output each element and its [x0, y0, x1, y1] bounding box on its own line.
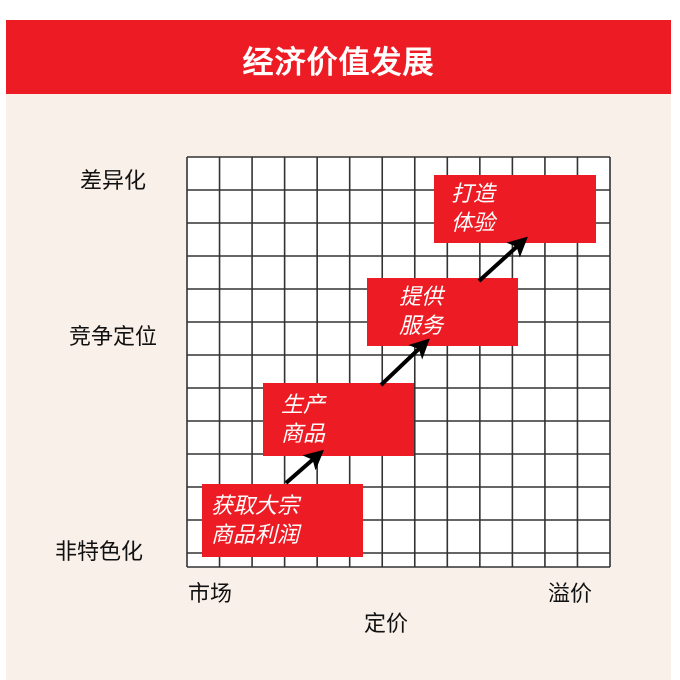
stage-commodities: 获取大宗 商品利润: [202, 484, 363, 557]
stage-goods: 生产 商品: [263, 383, 414, 456]
x-label-right: 溢价: [548, 582, 593, 607]
stage-services: 提供 服务: [367, 278, 518, 346]
stage-line1: 打造: [451, 182, 496, 207]
y-label-top: 差异化: [80, 169, 147, 194]
y-label-bottom: 非特色化: [55, 540, 144, 565]
stage-line2: 服务: [399, 314, 444, 339]
stage-line1: 提供: [399, 285, 444, 310]
stage-line1: 生产: [281, 393, 326, 418]
stage-line2: 商品利润: [211, 523, 300, 548]
stage-line2: 商品: [281, 422, 326, 447]
x-axis-title: 定价: [364, 612, 409, 637]
title: 经济价值发展: [242, 44, 435, 81]
x-label-left: 市场: [188, 582, 233, 607]
stage-line1: 获取大宗: [211, 494, 300, 519]
title-banner: 经济价值发展: [6, 20, 671, 94]
stage-experiences: 打造 体验: [434, 175, 596, 243]
y-label-middle: 竞争定位: [69, 325, 158, 350]
stage-line2: 体验: [451, 211, 496, 236]
